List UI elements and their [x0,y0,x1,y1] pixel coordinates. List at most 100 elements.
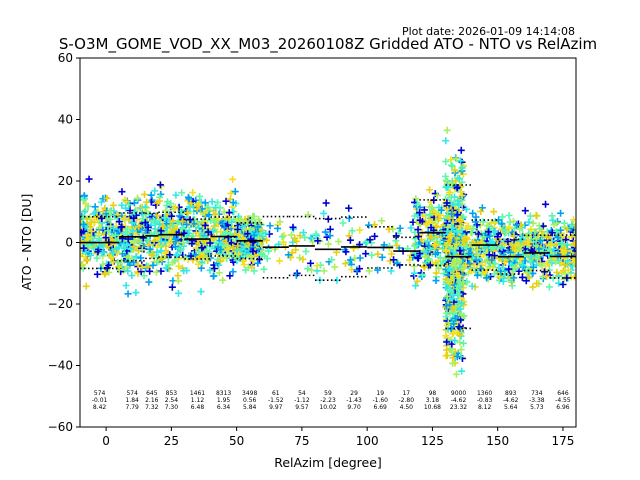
scatter-point [481,270,489,278]
scatter-point [95,229,103,237]
scatter-point [416,216,424,224]
bin-stat-std: 7.32 [145,404,159,411]
scatter-point [104,227,112,235]
scatter-point [518,261,526,269]
scatter-point [206,248,214,256]
bin-stat-count: 59 [324,390,332,397]
scatter-point [103,264,111,272]
scatter-point [529,263,537,271]
y-tick-label: −40 [48,359,73,373]
scatter-point [84,235,92,243]
scatter-point [130,243,138,251]
scatter-point [128,272,136,280]
scatter-point [478,204,486,212]
scatter-point [289,238,297,246]
scatter-point [568,220,576,228]
x-tick-label: 125 [421,434,444,448]
scatter-point [538,262,546,270]
scatter-point [486,273,494,281]
scatter-point [448,259,456,267]
scatter-point [229,244,237,252]
scatter-point [197,288,205,296]
bin-stat-std: 10.68 [424,404,441,411]
scatter-point [473,246,481,254]
scatter-point [348,227,356,235]
y-tick-label: 40 [58,113,73,127]
scatter-point [216,257,224,265]
scatter-point [385,225,393,233]
scatter-point [227,239,235,247]
bin-stat-count: 574 [94,390,106,397]
scatter-point [153,248,161,256]
scatter-point [459,339,467,347]
scatter-point [320,209,328,217]
scatter-point [554,251,562,259]
scatter-point [166,251,174,259]
scatter-point [410,269,418,277]
scatter-point [525,218,533,226]
scatter-point [451,262,459,270]
scatter-point [247,253,255,261]
scatter-point [542,200,550,208]
scatter-point [412,282,420,290]
scatter-point [168,212,176,220]
scatter-point [157,238,165,246]
scatter-point [153,199,161,207]
scatter-point [81,208,89,216]
scatter-point [171,235,179,243]
scatter-point [80,220,88,228]
scatter-point [221,229,229,237]
scatter-point [122,204,130,212]
scatter-point [567,273,575,281]
scatter-point [146,245,154,253]
scatter-point [442,313,450,321]
scatter-point [501,226,509,234]
scatter-point [498,244,506,252]
scatter-point [289,223,297,231]
y-tick-label: 60 [58,51,73,65]
bin-stat-mean: -4.62 [503,397,519,404]
scatter-point [174,251,182,259]
scatter-point [448,161,456,169]
scatter-point [445,286,453,294]
scatter-point [201,221,209,229]
scatter-point [561,223,569,231]
scatter-point [87,251,95,259]
bin-stat-count: 9000 [451,390,466,397]
scatter-point [445,236,453,244]
bin-stat-count: 98 [429,390,437,397]
scatter-point [229,208,237,216]
scatter-point [109,249,117,257]
scatter-point [541,268,549,276]
scatter-point [447,287,455,295]
scatter-point [244,230,252,238]
scatter-point [124,248,132,256]
scatter-point [467,225,475,233]
scatter-point [446,214,454,222]
scatter-point [442,265,450,273]
scatter-point [453,353,461,361]
scatter-point [426,211,434,219]
scatter-point [118,223,126,231]
scatter-point [413,201,421,209]
scatter-point [284,251,292,259]
scatter-point [522,277,530,285]
scatter-point [366,236,374,244]
scatter-point [148,251,156,259]
scatter-point [423,238,431,246]
scatter-point [525,239,533,247]
scatter-point [99,249,107,257]
scatter-point [491,260,499,268]
scatter-point [462,205,470,213]
scatter-point [431,241,439,249]
y-tick-label: −20 [48,297,73,311]
scatter-point [557,209,565,217]
scatter-point [499,274,507,282]
bin-stat-std: 9.70 [347,404,361,411]
scatter-point [458,299,466,307]
scatter-point [195,224,203,232]
scatter-point [435,265,443,273]
scatter-point [189,189,197,197]
scatter-point [113,245,121,253]
